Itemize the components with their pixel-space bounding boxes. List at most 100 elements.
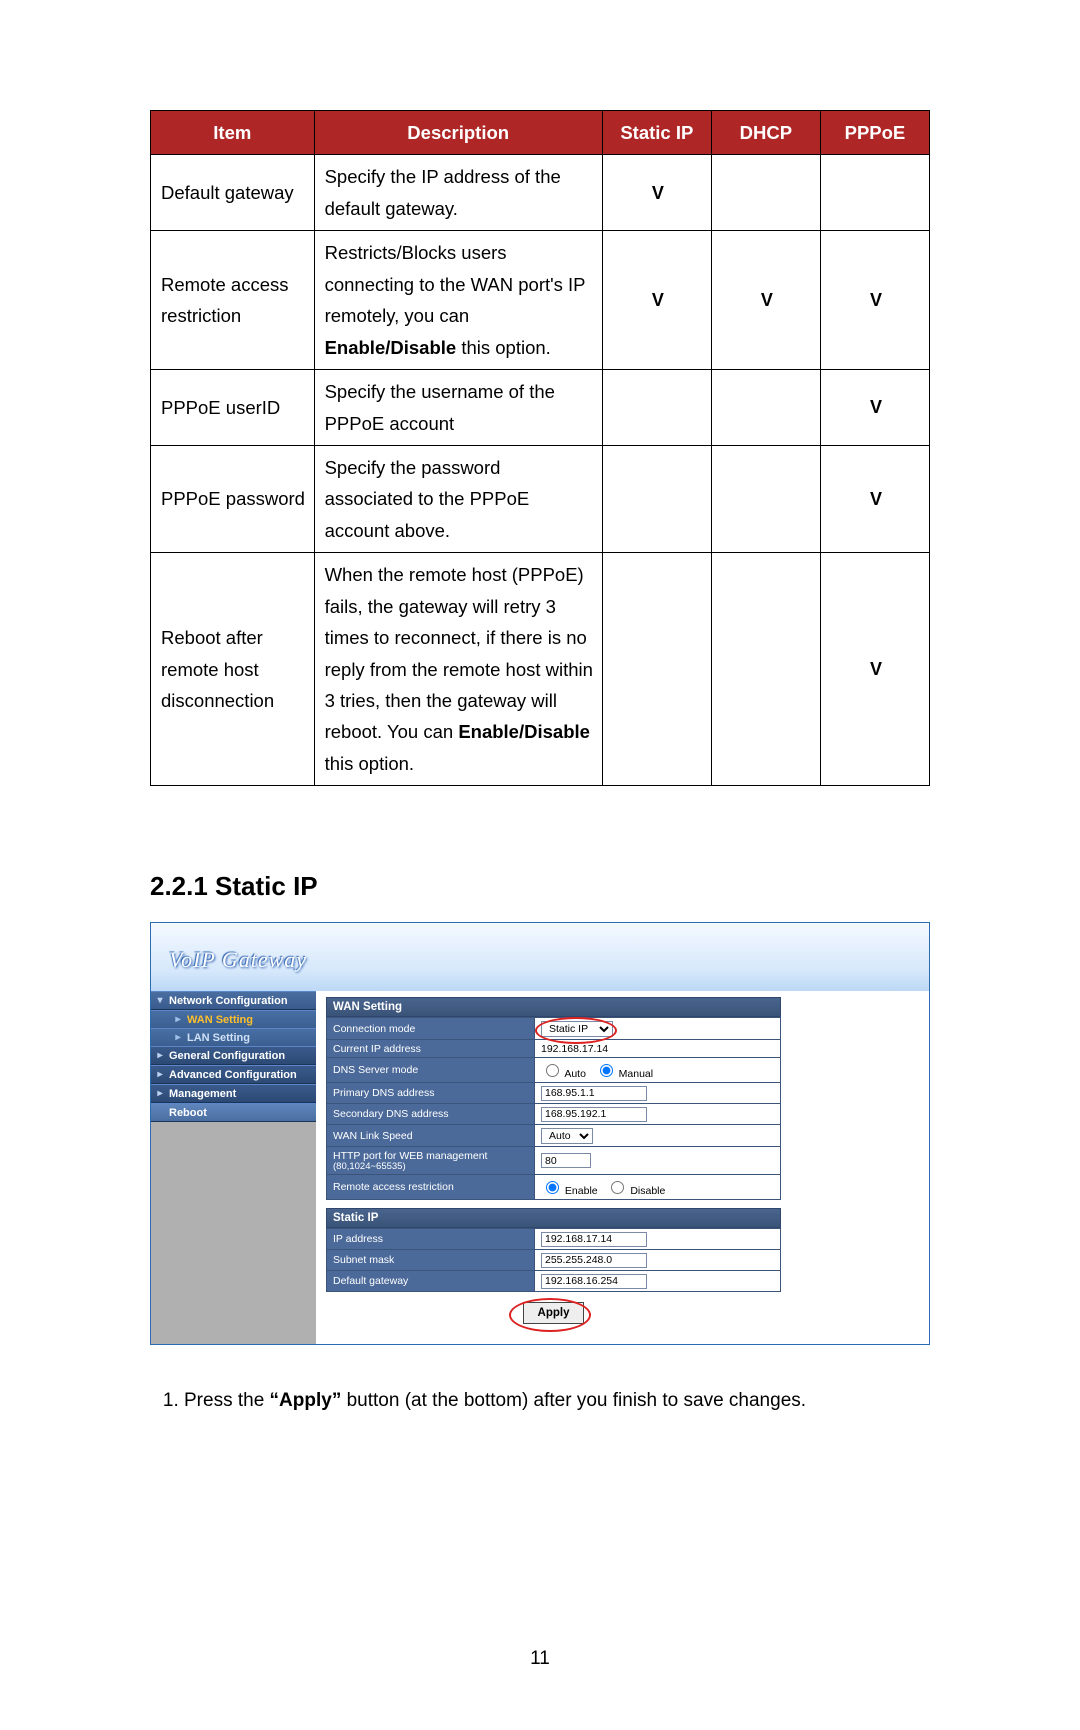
table-row: PPPoE password Specify the password asso… [151, 445, 930, 552]
instruction-item: Press the “Apply” button (at the bottom)… [184, 1385, 930, 1417]
default-gateway-input[interactable] [541, 1274, 647, 1289]
desc-bold: Enable/Disable [458, 721, 590, 742]
cell-item: Reboot after remote host disconnection [151, 553, 315, 786]
lbl-remote-access: Remote access restriction [327, 1175, 535, 1200]
remote-disable-option[interactable]: Disable [606, 1185, 665, 1197]
cell-dhcp [711, 553, 820, 786]
connection-mode-select[interactable]: Static IP [541, 1021, 613, 1037]
lbl-secondary-dns: Secondary DNS address [327, 1104, 535, 1125]
cell-pppoe: V [820, 553, 929, 786]
secondary-dns-input[interactable] [541, 1107, 647, 1122]
cell-desc: Specify the password associated to the P… [314, 445, 602, 552]
wan-setting-header: WAN Setting [326, 997, 781, 1017]
static-ip-form: IP address Subnet mask Default gateway [326, 1228, 781, 1292]
lbl-wan-link-speed: WAN Link Speed [327, 1125, 535, 1147]
table-row: Reboot after remote host disconnection W… [151, 553, 930, 786]
cell-item: Remote access restriction [151, 231, 315, 370]
router-screenshot: VoIP Gateway ▾Network Configuration ▸WAN… [150, 922, 930, 1345]
cell-static: V [602, 155, 711, 231]
nav-label: Management [169, 1088, 236, 1100]
lbl-http-port: HTTP port for WEB management (80,1024~65… [327, 1147, 535, 1175]
lbl-primary-dns: Primary DNS address [327, 1083, 535, 1104]
cell-item: Default gateway [151, 155, 315, 231]
cell-desc: Specify the IP address of the default ga… [314, 155, 602, 231]
bullet-icon: ▸ [172, 1014, 184, 1025]
radio-label: Manual [619, 1068, 653, 1080]
expand-icon: ▸ [154, 1088, 166, 1099]
lbl-current-ip: Current IP address [327, 1040, 535, 1058]
nav-label: General Configuration [169, 1050, 285, 1062]
nav-lan-setting[interactable]: ▸LAN Setting [151, 1028, 316, 1046]
instr-bold: “Apply” [270, 1390, 342, 1411]
desc-pre: When the remote host (PPPoE) fails, the … [325, 564, 593, 742]
th-pppoe: PPPoE [820, 111, 929, 155]
expand-icon: ▾ [154, 995, 166, 1006]
desc-post: this option. [325, 753, 414, 774]
expand-icon: ▸ [154, 1050, 166, 1061]
lbl-connection-mode: Connection mode [327, 1018, 535, 1040]
nav-sidebar: ▾Network Configuration ▸WAN Setting ▸LAN… [151, 991, 316, 1344]
cell-desc: Specify the username of the PPPoE accoun… [314, 370, 602, 446]
nav-network-configuration[interactable]: ▾Network Configuration [151, 991, 316, 1010]
remote-disable-radio[interactable] [611, 1181, 624, 1194]
nav-label: WAN Setting [187, 1014, 253, 1026]
http-port-input[interactable] [541, 1153, 591, 1168]
primary-dns-input[interactable] [541, 1086, 647, 1101]
cell-static [602, 553, 711, 786]
dns-manual-option[interactable]: Manual [595, 1068, 653, 1080]
table-row: PPPoE userID Specify the username of the… [151, 370, 930, 446]
cell-pppoe [820, 155, 929, 231]
nav-general-configuration[interactable]: ▸General Configuration [151, 1046, 316, 1065]
th-dhcp: DHCP [711, 111, 820, 155]
static-ip-header: Static IP [326, 1208, 781, 1228]
radio-label: Auto [564, 1068, 586, 1080]
table-row: Default gateway Specify the IP address o… [151, 155, 930, 231]
desc-bold: Enable/Disable [325, 337, 457, 358]
subnet-mask-input[interactable] [541, 1253, 647, 1268]
cell-dhcp [711, 445, 820, 552]
page-number: 11 [150, 1648, 930, 1670]
nav-management[interactable]: ▸Management [151, 1084, 316, 1103]
desc-post: this option. [456, 337, 551, 358]
nav-wan-setting[interactable]: ▸WAN Setting [151, 1010, 316, 1028]
val-current-ip: 192.168.17.14 [535, 1040, 781, 1058]
radio-label: Disable [630, 1185, 665, 1197]
cell-dhcp: V [711, 231, 820, 370]
cell-static [602, 445, 711, 552]
nav-advanced-configuration[interactable]: ▸Advanced Configuration [151, 1065, 316, 1084]
nav-label: Network Configuration [169, 995, 288, 1007]
section-heading: 2.2.1 Static IP [150, 871, 930, 902]
lbl-subnet-mask: Subnet mask [327, 1250, 535, 1271]
dns-manual-radio[interactable] [600, 1064, 613, 1077]
cell-static: V [602, 231, 711, 370]
instr-pre: Press the [184, 1390, 270, 1411]
cell-pppoe: V [820, 445, 929, 552]
blank-icon [154, 1107, 166, 1118]
radio-label: Enable [565, 1185, 598, 1197]
nav-reboot[interactable]: Reboot [151, 1103, 316, 1122]
nav-label: Advanced Configuration [169, 1069, 297, 1081]
remote-enable-radio[interactable] [546, 1181, 559, 1194]
remote-enable-option[interactable]: Enable [541, 1185, 598, 1197]
cell-item: PPPoE password [151, 445, 315, 552]
th-description: Description [314, 111, 602, 155]
parameters-table: Item Description Static IP DHCP PPPoE De… [150, 110, 930, 786]
expand-icon: ▸ [154, 1069, 166, 1080]
ip-address-input[interactable] [541, 1232, 647, 1247]
cell-dhcp [711, 370, 820, 446]
lbl-dns-server-mode: DNS Server mode [327, 1058, 535, 1083]
desc-pre: Restricts/Blocks users connecting to the… [325, 242, 586, 326]
table-header-row: Item Description Static IP DHCP PPPoE [151, 111, 930, 155]
cell-desc: Restricts/Blocks users connecting to the… [314, 231, 602, 370]
apply-button[interactable]: Apply [523, 1302, 585, 1324]
nav-label: LAN Setting [187, 1032, 250, 1044]
nav-label: Reboot [169, 1107, 207, 1119]
banner-logo: VoIP Gateway [151, 923, 929, 991]
lbl-default-gateway: Default gateway [327, 1271, 535, 1292]
dns-auto-option[interactable]: Auto [541, 1068, 586, 1080]
bullet-icon: ▸ [172, 1032, 184, 1043]
lbl-ip-address: IP address [327, 1229, 535, 1250]
cell-dhcp [711, 155, 820, 231]
dns-auto-radio[interactable] [546, 1064, 559, 1077]
wan-link-speed-select[interactable]: Auto [541, 1128, 593, 1144]
